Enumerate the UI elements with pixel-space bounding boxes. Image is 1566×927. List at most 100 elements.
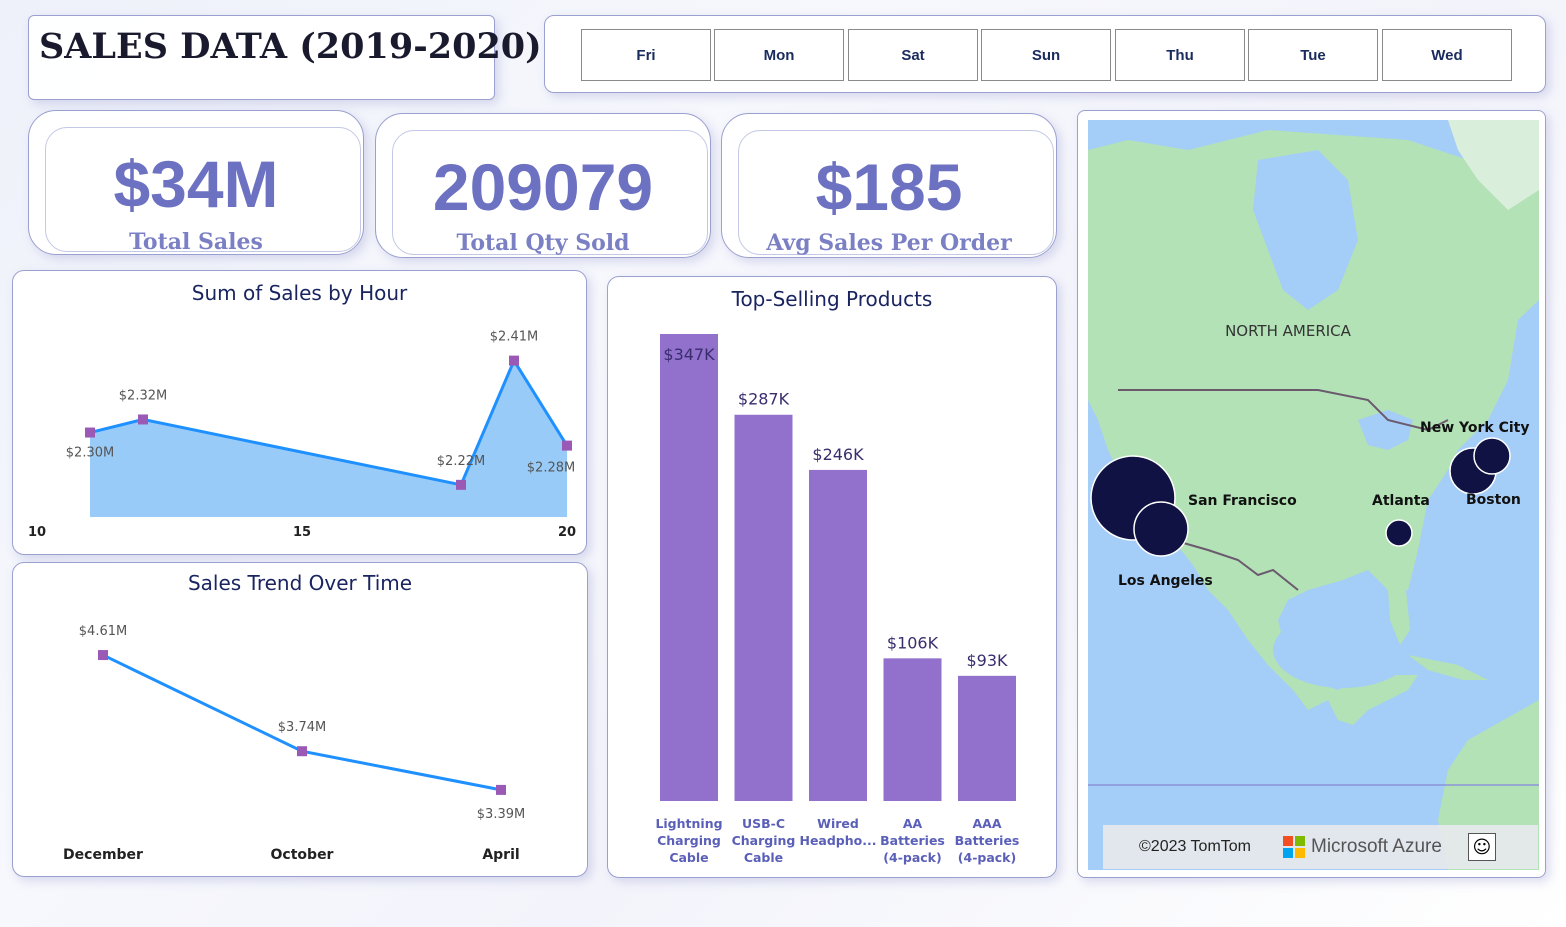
kpi-label: Total Qty Sold <box>456 232 630 256</box>
map-border-us-mexico <box>1172 539 1299 591</box>
sales-trend-chart: Sales Trend Over Time $4.61M December $3.7… <box>12 562 588 877</box>
kpi-label: Avg Sales Per Order <box>766 232 1012 256</box>
x-tick-label: October <box>271 847 334 863</box>
data-label: $2.30M <box>66 446 114 461</box>
x-tick-label: Headpho... <box>799 833 876 848</box>
bar <box>958 675 1016 801</box>
chart-title: Top-Selling Products <box>731 287 933 311</box>
kpi-value: 209079 <box>432 150 654 224</box>
day-button-wed[interactable]: Wed <box>1382 29 1512 81</box>
kpi-total-sales: $34M Total Sales <box>28 110 364 255</box>
bar <box>809 469 867 801</box>
map-copyright: ©2023 TomTom <box>1139 838 1251 855</box>
area-fill <box>90 360 567 517</box>
top-products-chart: Top-Selling Products $347K Lightning Charg… <box>607 276 1057 878</box>
data-label: $106K <box>887 633 939 652</box>
day-button-thu[interactable]: Thu <box>1115 29 1245 81</box>
kpi-inner-frame <box>392 130 708 255</box>
data-label: $2.41M <box>490 330 538 345</box>
data-point <box>297 746 307 757</box>
data-point <box>138 414 148 425</box>
sales-trend-plot: $4.61M December $3.74M October $3.39M April <box>63 624 525 863</box>
map-city-label: San Francisco <box>1188 493 1297 509</box>
chart-title: Sum of Sales by Hour <box>191 281 408 305</box>
map-bubble-atlanta[interactable] <box>1385 519 1413 547</box>
bar <box>660 334 718 801</box>
map-bubble-boston[interactable] <box>1473 437 1511 475</box>
data-label: $93K <box>966 651 1008 670</box>
map-city-label: Los Angeles <box>1118 573 1213 589</box>
x-tick-label: (4-pack) <box>883 850 941 865</box>
data-label: $4.61M <box>79 624 127 639</box>
data-label: $246K <box>812 445 864 464</box>
x-tick-label: 10 <box>28 525 46 540</box>
x-tick-label: 15 <box>293 525 311 540</box>
x-tick-label: USB-C <box>742 816 785 831</box>
kpi-inner-frame <box>738 130 1054 255</box>
sales-by-hour-plot: $2.30M $2.32M $2.22M $2.41M $2.28M 10 15 20 <box>28 330 576 540</box>
sales-map: NORTH AMERICA San Francisco Los Angeles … <box>1077 110 1546 878</box>
day-button-sat[interactable]: Sat <box>848 29 978 81</box>
kpi-avg-sales: $185 Avg Sales Per Order <box>721 113 1057 258</box>
map-city-label: New York City <box>1420 420 1529 436</box>
smiley-icon[interactable]: ☺ <box>1467 833 1496 861</box>
map-provider: Microsoft Azure <box>1311 836 1442 857</box>
map-land-florida <box>1388 590 1410 645</box>
data-label: $3.74M <box>278 720 326 735</box>
day-button-sun[interactable]: Sun <box>981 29 1111 81</box>
data-label: $3.39M <box>477 807 525 822</box>
map-land-greenland <box>1448 120 1539 210</box>
data-label: $347K <box>663 345 715 364</box>
map-bubble-los-angeles[interactable] <box>1133 501 1189 557</box>
x-tick-label: 20 <box>558 525 576 540</box>
title-card: SALES DATA (2019-2020) <box>28 15 542 100</box>
map-water-hudson-bay <box>1253 150 1358 310</box>
x-tick-label: April <box>482 847 519 863</box>
x-tick-label: (4-pack) <box>958 850 1016 865</box>
map-region-label: NORTH AMERICA <box>1225 322 1352 340</box>
x-tick-label: December <box>63 847 143 863</box>
bar <box>883 658 942 801</box>
map-water-gulf <box>1273 612 1413 688</box>
map-water-great-lakes <box>1358 410 1413 450</box>
map-canvas[interactable]: NORTH AMERICA San Francisco Los Angeles … <box>1088 120 1539 870</box>
data-label: $2.28M <box>527 461 575 476</box>
kpi-label: Total Sales <box>129 231 263 255</box>
data-point <box>509 355 519 366</box>
kpi-total-qty: 209079 Total Qty Sold <box>375 113 711 258</box>
map-city-label: Boston <box>1466 492 1521 508</box>
day-slicer: Fri Mon Sat Sun Thu Tue Wed <box>544 15 1546 93</box>
kpi-inner-frame <box>45 127 361 252</box>
day-button-fri[interactable]: Fri <box>581 29 711 81</box>
data-point <box>98 650 108 661</box>
map-city-label: Atlanta <box>1372 493 1430 509</box>
page-title: SALES DATA (2019-2020) <box>39 26 542 67</box>
x-tick-label: Cable <box>744 850 783 865</box>
kpi-value: $34M <box>113 147 279 221</box>
x-tick-label: Cable <box>669 850 708 865</box>
x-tick-label: Charging <box>657 833 721 848</box>
day-button-mon[interactable]: Mon <box>714 29 844 81</box>
x-tick-label: Lightning <box>655 816 722 831</box>
chart-title: Sales Trend Over Time <box>187 571 413 595</box>
map-border-us-canada <box>1118 389 1449 432</box>
data-point <box>496 784 506 795</box>
data-label: $2.32M <box>119 388 167 403</box>
x-tick-label: AA <box>903 816 923 831</box>
kpi-value: $185 <box>815 150 963 224</box>
data-point <box>456 479 466 490</box>
x-tick-label: Batteries <box>880 833 945 848</box>
data-point <box>85 427 95 438</box>
x-tick-label: Wired <box>817 816 859 831</box>
data-label: $287K <box>738 390 790 409</box>
x-tick-label: Charging <box>732 833 796 848</box>
map-land-north-america <box>1088 120 1539 725</box>
bar <box>734 414 793 801</box>
day-button-tue[interactable]: Tue <box>1248 29 1378 81</box>
map-land-caribbean <box>1408 655 1488 680</box>
x-tick-label: AAA <box>972 816 1001 831</box>
map-water-arctic <box>1088 120 1539 160</box>
data-label: $2.22M <box>437 454 485 469</box>
x-tick-label: Batteries <box>955 833 1020 848</box>
data-point <box>562 440 572 451</box>
